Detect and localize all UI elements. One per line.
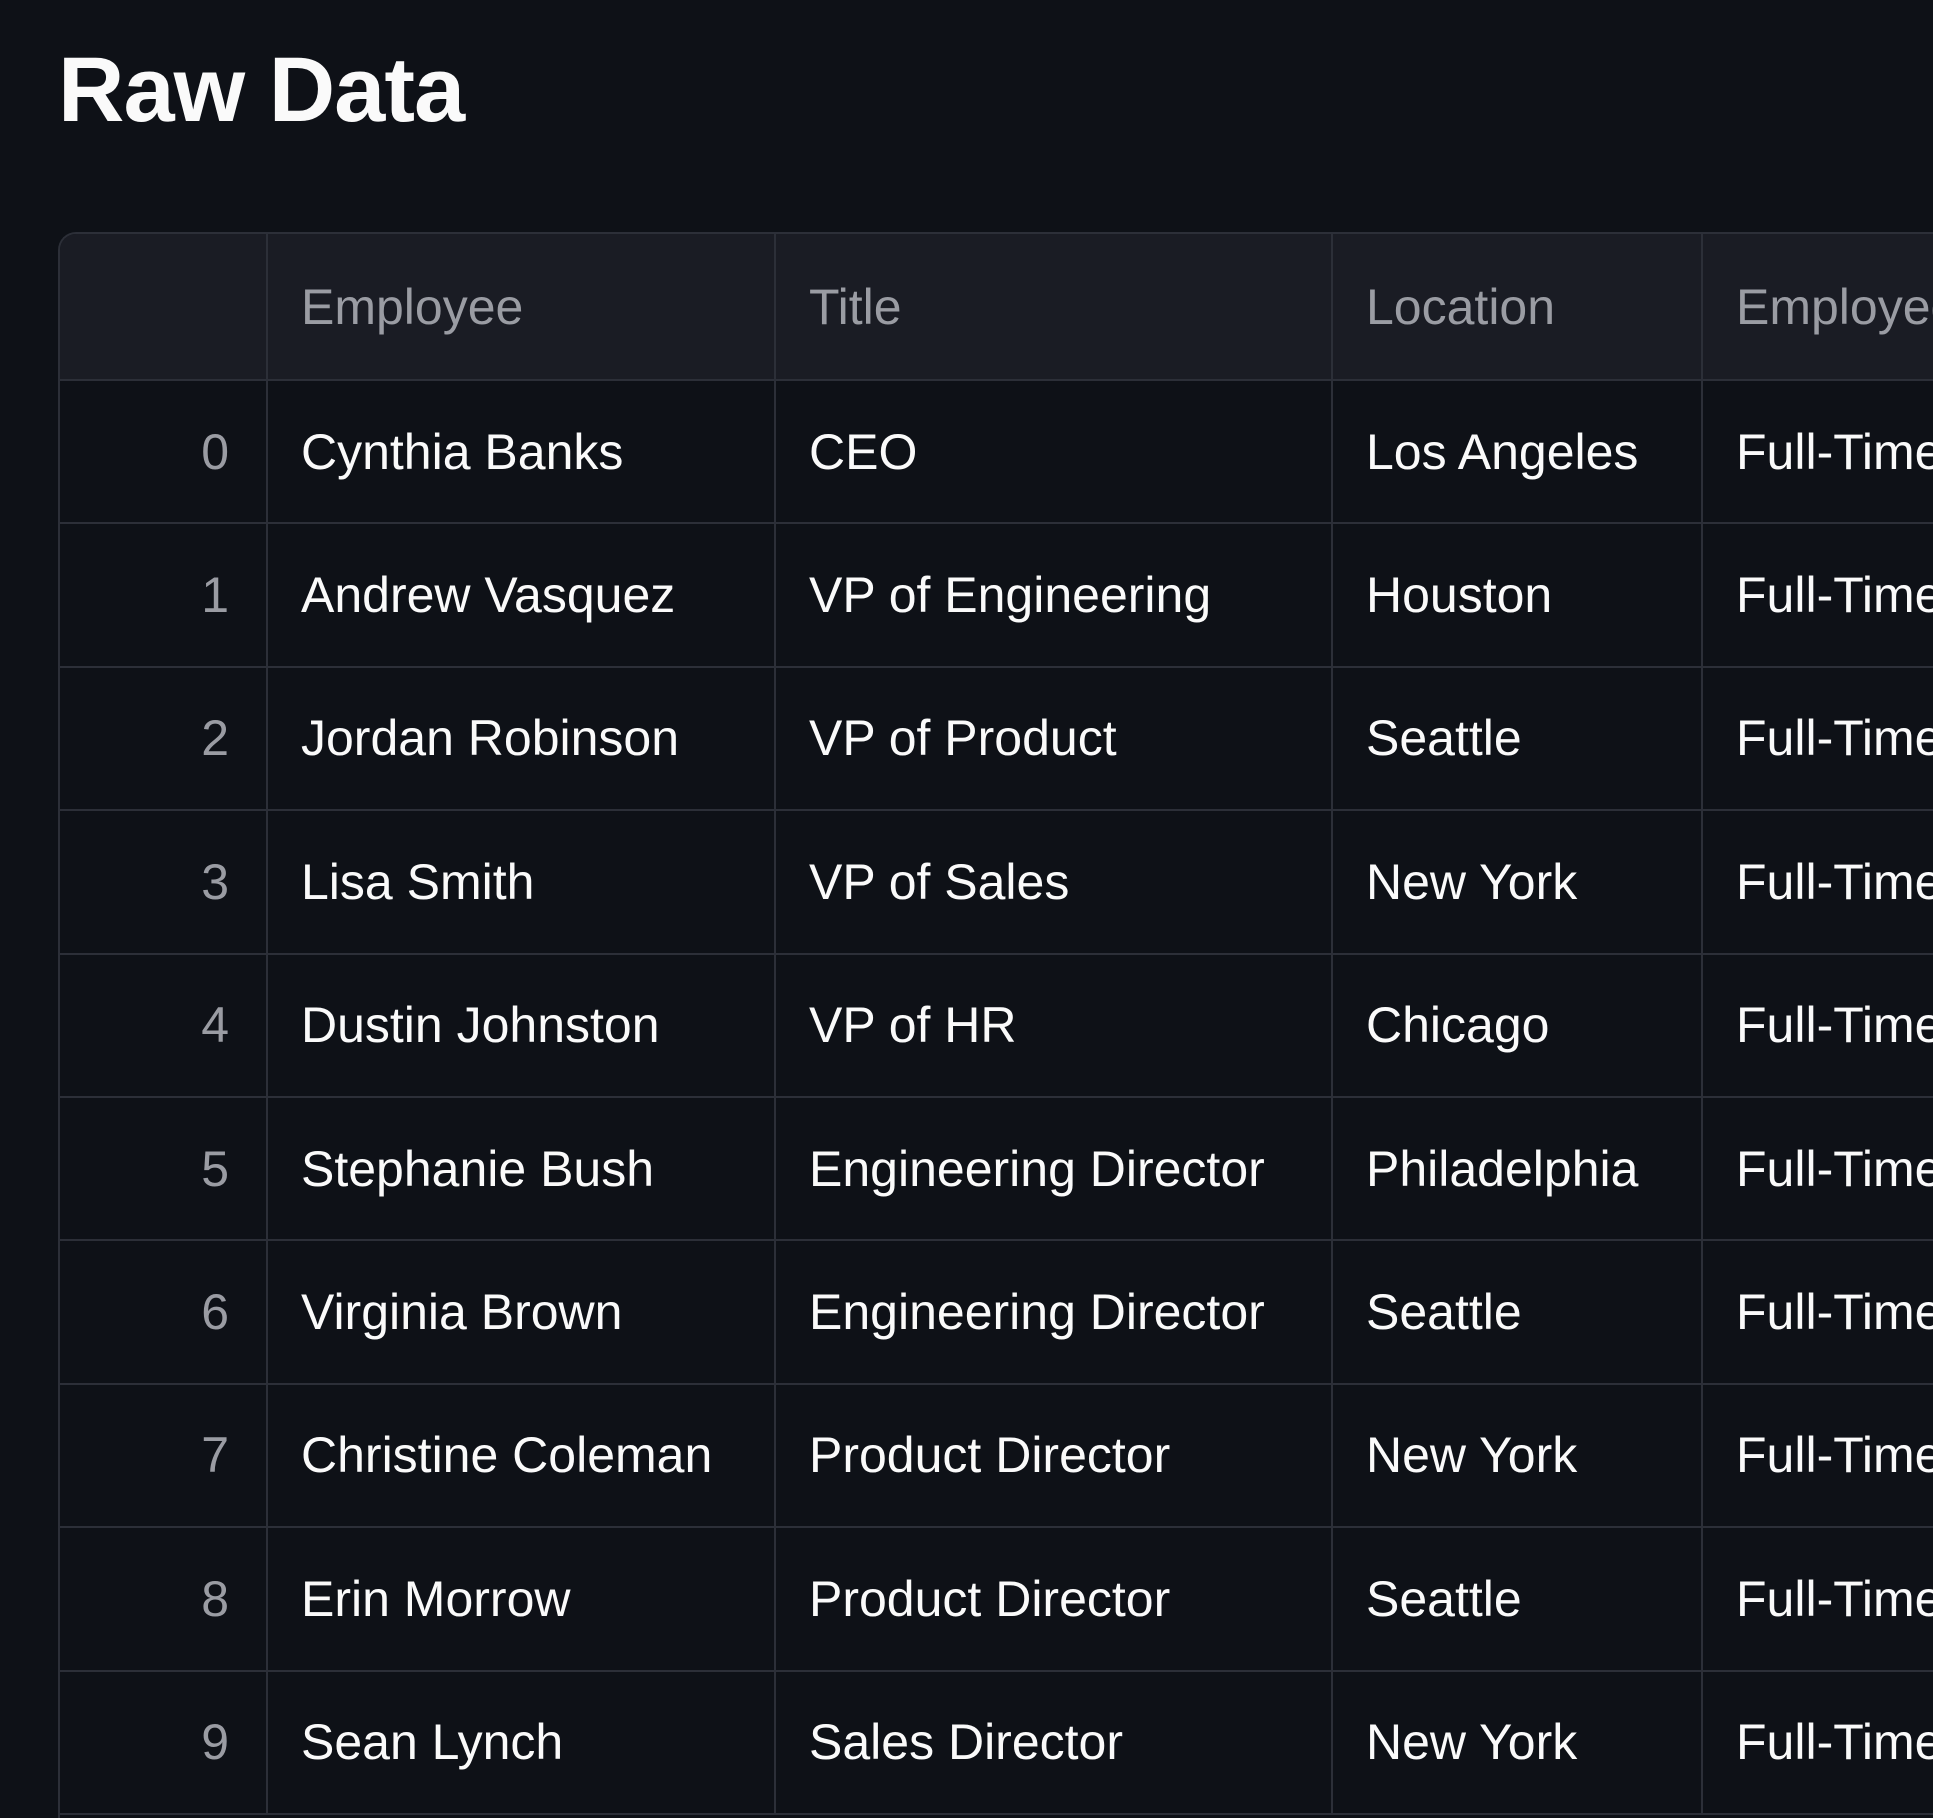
index-header: [60, 234, 268, 381]
table-cell: Full-Time: [1703, 1098, 1933, 1242]
table-cell: Full-Time: [1703, 668, 1933, 812]
page-title: Raw Data: [58, 39, 465, 141]
table-cell: Full-Time: [1703, 1241, 1933, 1385]
row-index: 2: [60, 667, 268, 812]
table-cell: Engineering Director: [776, 1098, 1333, 1242]
table-cell: Cynthia Banks: [268, 381, 776, 525]
row-index: 3: [60, 811, 268, 955]
table-cell: Full-Time: [1703, 1385, 1933, 1529]
table-cell: New York: [1333, 1671, 1703, 1815]
table-cell: Andrew Vasquez: [268, 524, 776, 668]
table-cell: New York: [1333, 811, 1703, 955]
table-cell: Jordan Robinson: [268, 667, 776, 812]
table-cell: Seattle: [1333, 1528, 1703, 1672]
table-cell: Los Angeles: [1333, 381, 1703, 525]
column-header: Employee: [1703, 234, 1933, 381]
table-cell: Seattle: [1333, 1241, 1703, 1385]
column-header: Employee: [268, 234, 776, 381]
table-cell: Stephanie Bush: [268, 1098, 776, 1242]
row-index: 8: [60, 1528, 268, 1672]
column-header: Location: [1333, 234, 1703, 381]
row-index: 6: [60, 1241, 268, 1385]
table-cell: VP of Engineering: [776, 524, 1333, 668]
table-cell: Full-Time: [1703, 524, 1933, 668]
table-cell: Product Director: [776, 1384, 1333, 1529]
table-cell: Sean Lynch: [268, 1671, 776, 1815]
table-cell: Erin Morrow: [268, 1528, 776, 1672]
table-cell: Full-Time: [1703, 811, 1933, 955]
table-cell: Seattle: [1333, 667, 1703, 812]
row-index: 9: [60, 1671, 268, 1815]
table-cell: Lisa Smith: [268, 811, 776, 955]
data-table: EmployeeTitleLocationEmployee0Cynthia Ba…: [58, 232, 1933, 1818]
row-index: 4: [60, 954, 268, 1098]
row-index: 7: [60, 1384, 268, 1529]
table-cell: Philadelphia: [1333, 1098, 1703, 1242]
table-cell: Full-Time: [1703, 381, 1933, 525]
table-cell: Engineering Director: [776, 1241, 1333, 1385]
table-cell: Full-Time: [1703, 1672, 1933, 1815]
table-cell: New York: [1333, 1384, 1703, 1529]
table-cell: Full-Time: [1703, 1528, 1933, 1672]
table-cell: Chicago: [1333, 954, 1703, 1098]
table-cell: VP of Sales: [776, 811, 1333, 955]
table-cell: VP of HR: [776, 954, 1333, 1098]
column-header: Title: [776, 234, 1333, 381]
table-cell: VP of Product: [776, 667, 1333, 812]
row-index: 5: [60, 1098, 268, 1242]
row-index: 0: [60, 381, 268, 525]
table-cell: Full-Time: [1703, 955, 1933, 1098]
table-cell: Virginia Brown: [268, 1241, 776, 1385]
row-index: 1: [60, 524, 268, 668]
table-cell: CEO: [776, 381, 1333, 525]
table-cell: Christine Coleman: [268, 1384, 776, 1529]
table-cell: Houston: [1333, 524, 1703, 668]
table-cell: Sales Director: [776, 1671, 1333, 1815]
table-cell: Dustin Johnston: [268, 954, 776, 1098]
table-cell: Product Director: [776, 1528, 1333, 1672]
